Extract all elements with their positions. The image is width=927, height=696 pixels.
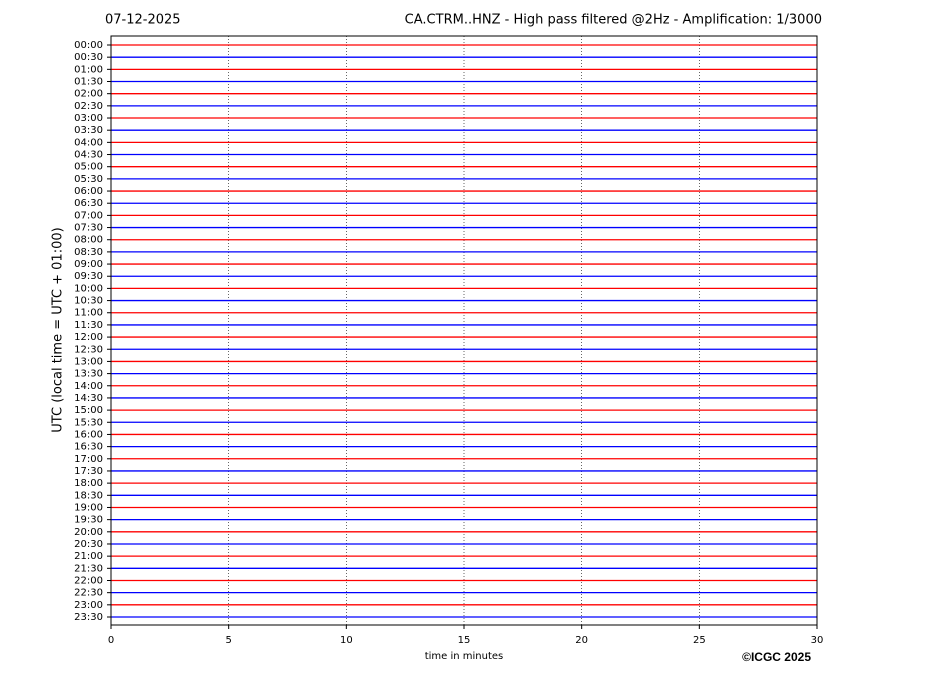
y-tick-label: 11:30 bbox=[74, 320, 103, 331]
x-axis-label: time in minutes bbox=[425, 651, 504, 662]
y-tick-label: 08:00 bbox=[74, 235, 103, 246]
y-tick-label: 21:00 bbox=[74, 551, 103, 562]
y-tick-label: 02:30 bbox=[74, 101, 103, 112]
y-tick-label: 02:00 bbox=[74, 89, 103, 100]
y-tick-label: 20:30 bbox=[74, 539, 103, 550]
y-tick-label: 17:00 bbox=[74, 454, 103, 465]
y-tick-label: 00:00 bbox=[74, 40, 103, 51]
y-tick-label: 16:00 bbox=[74, 429, 103, 440]
plot-frame bbox=[110, 35, 818, 626]
y-tick-label: 15:00 bbox=[74, 405, 103, 416]
x-tick-label: 30 bbox=[811, 635, 824, 646]
y-tick-label: 18:30 bbox=[74, 490, 103, 501]
x-tick-label: 10 bbox=[340, 635, 353, 646]
y-tick-label: 09:30 bbox=[74, 271, 103, 282]
y-tick-label: 13:00 bbox=[74, 356, 103, 367]
y-tick-label: 22:00 bbox=[74, 575, 103, 586]
y-tick-label: 04:00 bbox=[74, 137, 103, 148]
y-tick-label: 18:00 bbox=[74, 478, 103, 489]
y-tick-label: 07:00 bbox=[74, 210, 103, 221]
y-tick-label: 12:30 bbox=[74, 344, 103, 355]
y-tick-label: 07:30 bbox=[74, 223, 103, 234]
y-tick-label: 21:30 bbox=[74, 563, 103, 574]
y-tick-label: 08:30 bbox=[74, 247, 103, 258]
y-tick-label: 01:00 bbox=[74, 64, 103, 75]
y-tick-label: 06:00 bbox=[74, 186, 103, 197]
y-tick-label: 00:30 bbox=[74, 52, 103, 63]
y-tick-label: 03:00 bbox=[74, 113, 103, 124]
y-tick-label: 10:30 bbox=[74, 296, 103, 307]
y-tick-label: 13:30 bbox=[74, 369, 103, 380]
y-tick-label: 14:30 bbox=[74, 393, 103, 404]
y-tick-label: 05:00 bbox=[74, 162, 103, 173]
y-tick-label: 20:00 bbox=[74, 527, 103, 538]
y-tick-label: 09:00 bbox=[74, 259, 103, 270]
x-tick-label: 5 bbox=[225, 635, 231, 646]
y-tick-label: 15:30 bbox=[74, 417, 103, 428]
x-tick-label: 20 bbox=[575, 635, 588, 646]
y-axis-label: UTC (local time = UTC + 01:00) bbox=[51, 227, 66, 432]
y-tick-label: 01:30 bbox=[74, 77, 103, 88]
y-tick-label: 04:30 bbox=[74, 150, 103, 161]
y-tick-label: 22:30 bbox=[74, 588, 103, 599]
y-tick-label: 06:30 bbox=[74, 198, 103, 209]
y-tick-label: 14:00 bbox=[74, 381, 103, 392]
y-tick-label: 23:00 bbox=[74, 600, 103, 611]
x-tick-label: 25 bbox=[693, 635, 706, 646]
y-tick-label: 19:00 bbox=[74, 502, 103, 513]
y-tick-label: 11:00 bbox=[74, 308, 103, 319]
y-tick-label: 23:30 bbox=[74, 612, 103, 623]
y-tick-label: 16:30 bbox=[74, 442, 103, 453]
date: 07-12-2025 bbox=[105, 13, 181, 28]
y-tick-label: 12:00 bbox=[74, 332, 103, 343]
y-tick-label: 17:30 bbox=[74, 466, 103, 477]
y-tick-label: 10:00 bbox=[74, 283, 103, 294]
y-tick-label: 05:30 bbox=[74, 174, 103, 185]
x-tick-label: 0 bbox=[108, 635, 114, 646]
y-tick-label: 19:30 bbox=[74, 515, 103, 526]
chart-title: CA.CTRM..HNZ - High pass filtered @2Hz -… bbox=[405, 13, 822, 28]
y-tick-label: 03:30 bbox=[74, 125, 103, 136]
x-tick-label: 15 bbox=[458, 635, 471, 646]
copyright: ©ICGC 2025 bbox=[742, 650, 811, 664]
